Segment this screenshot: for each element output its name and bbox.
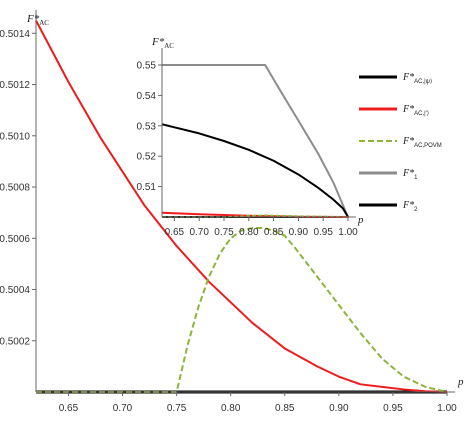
legend-label-ac_chi-base: F* [402,72,414,83]
legend-label-f2: F*2 [402,200,418,213]
main-y-tick-label: 0.5010 [0,131,30,142]
inset-y-tick-label: 0.54 [137,91,157,102]
inset-series-ac_chi [161,123,349,218]
inset-x-tick-label: 0.90 [289,227,309,238]
main-x-tick-label: 0.95 [383,403,403,414]
legend-label-ac_povm: F*AC,POVM [402,136,442,149]
inset-series-f1 [162,64,349,218]
main-x-tick-label: 0.90 [329,403,349,414]
inset-x-tick-label: 0.85 [264,227,284,238]
legend-label-f2-base: F* [402,200,414,211]
legend-label-ac_chi: F*AC,|ψ⟩ [402,72,432,85]
inset-x-tick-label: 1.00 [338,227,358,238]
inset-x-tick-label: 0.80 [239,227,259,238]
main-y-tick-label: 0.5014 [0,29,30,40]
main-y-axis-title: F*AC [26,13,49,27]
main-y-tick-label: 0.5004 [0,285,30,296]
legend-label-ac_red-base: F* [402,104,414,115]
main-x-tick-label: 0.70 [113,403,133,414]
inset-x-tick-label: 0.65 [165,227,185,238]
main-y-axis-title-subscript: AC [39,19,49,27]
inset-x-tick-label: 0.70 [189,227,209,238]
legend-label-f1-subscript: 1 [414,175,418,181]
main-x-tick-label: 1.00 [437,403,457,414]
legend-label-f1-base: F* [402,168,414,179]
legend-label-ac_red-subscript: AC,|′⟩ [414,110,429,117]
legend-label-ac_red: F*AC,|′⟩ [402,104,429,117]
main-series-ac_red [35,20,448,393]
inset-y-tick-label: 0.52 [137,152,157,163]
inset-y-tick-label: 0.53 [137,121,157,132]
main-y-axis-title-base: F* [26,13,40,25]
legend-label-ac_povm-base: F* [402,136,414,147]
inset-x-tick-label: 0.95 [313,227,333,238]
inset-y-axis-title-subscript: AC [164,42,174,50]
main-y-tick-label: 0.5008 [0,183,30,194]
inset-y-axis-title: F*AC [151,36,174,50]
main-x-tick-label: 0.75 [167,403,187,414]
inset-x-tick-label: 0.75 [214,227,234,238]
main-x-tick-label: 0.85 [275,403,295,414]
legend-label-f1: F*1 [402,168,418,181]
inset-y-tick-label: 0.55 [137,61,157,72]
inset-background [162,65,348,217]
main-y-tick-label: 0.5002 [0,336,30,347]
main-y-tick-label: 0.5012 [0,80,30,91]
main-x-axis-title: p [457,376,464,388]
legend-label-ac_povm-subscript: AC,POVM [414,143,442,149]
inset-y-axis-title-base: F* [151,36,165,48]
inset-x-axis-title: p [357,214,364,226]
main-y-tick-label: 0.5006 [0,234,30,245]
inset-y-tick-label: 0.51 [137,182,157,193]
legend-label-ac_chi-subscript: AC,|ψ⟩ [414,78,432,85]
main-plot: 0.65 0.70 0.75 0.80 0.85 0.90 0.95 1.00 0.5002 0.… [0,10,464,414]
inset-plot: 0.65 0.70 0.75 0.80 0.85 0.90 0.95 1.00 0.51 0.52… [137,36,364,238]
main-series-ac_povm [36,227,448,393]
inset-series-ac_povm [162,214,349,218]
main-x-tick-label: 0.65 [59,403,79,414]
legend-label-f2-subscript: 2 [414,207,418,213]
main-x-tick-label: 0.80 [221,403,241,414]
